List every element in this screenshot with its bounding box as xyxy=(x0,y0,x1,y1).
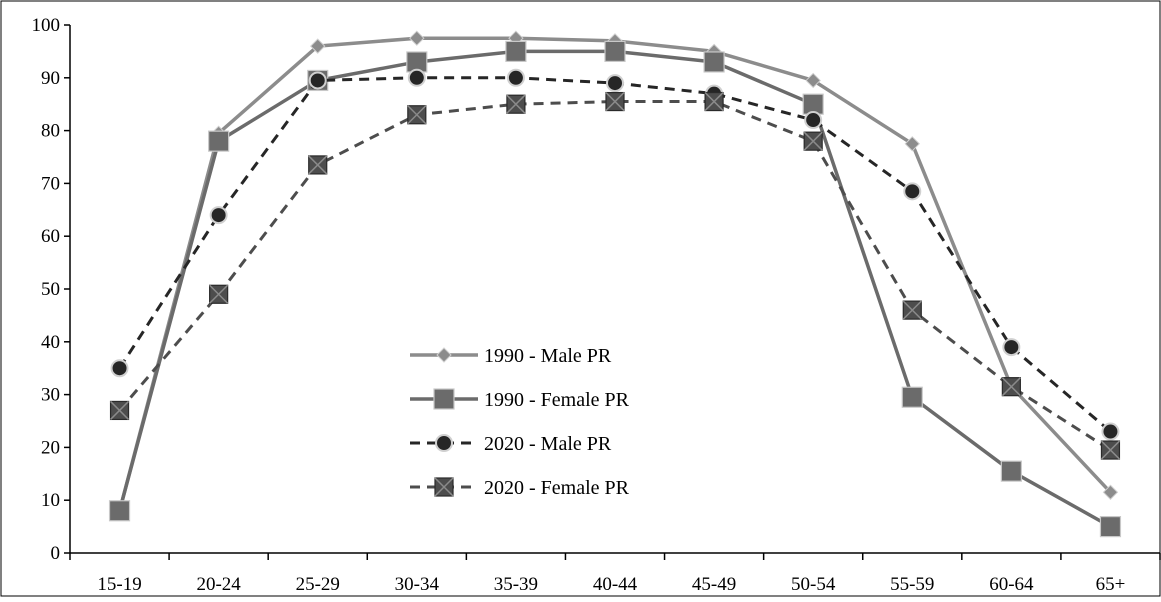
series-3 xyxy=(110,68,1120,441)
legend-entry: 2020 - Male PR xyxy=(410,433,612,455)
x-tick-label: 60-64 xyxy=(989,574,1034,595)
y-tick-label: 40 xyxy=(41,332,60,353)
legend-marker xyxy=(436,347,452,363)
data-point xyxy=(805,72,821,89)
data-point xyxy=(407,105,427,125)
legend-label: 1990 - Male PR xyxy=(484,345,612,367)
y-tick-label: 80 xyxy=(41,121,60,142)
data-point xyxy=(803,131,823,151)
y-tick-label: 30 xyxy=(41,385,60,406)
data-point xyxy=(1099,515,1122,538)
data-point xyxy=(110,359,129,378)
series-4 xyxy=(109,91,1121,460)
legend-marker xyxy=(433,388,455,410)
x-tick-label: 15-19 xyxy=(97,574,141,595)
x-tick-label: 20-24 xyxy=(196,574,241,595)
legend: 1990 - Male PR 1990 - Female PR 2020 - Mal… xyxy=(410,345,630,499)
y-tick-label: 100 xyxy=(32,15,61,36)
data-point xyxy=(606,74,624,93)
data-point xyxy=(409,30,425,46)
x-tick-label: 45-49 xyxy=(692,574,736,595)
y-tick-label: 60 xyxy=(41,226,60,247)
series-line xyxy=(117,49,1112,529)
data-point xyxy=(901,386,923,408)
data-point xyxy=(704,91,724,112)
legend-label: 1990 - Female PR xyxy=(484,389,630,411)
data-point xyxy=(1102,484,1119,500)
legend-marker xyxy=(434,477,454,497)
data-point xyxy=(208,130,230,152)
data-point xyxy=(605,91,625,112)
data-point xyxy=(407,68,426,87)
x-tick-label: 50-54 xyxy=(791,574,836,595)
data-point xyxy=(1000,460,1022,482)
data-point xyxy=(506,94,526,114)
x-tick-label: 25-29 xyxy=(296,574,340,595)
data-point xyxy=(1001,377,1021,397)
axes: 0 10 20 30 40 50 60 70 80 90 100 15-19 20-24 25-29 30-… xyxy=(32,15,1161,595)
y-tick-label: 0 xyxy=(51,543,61,564)
data-point xyxy=(308,71,327,90)
x-tick-label: 55-59 xyxy=(890,574,934,595)
data-point xyxy=(902,300,922,320)
legend-entry: 1990 - Female PR xyxy=(410,388,630,411)
legend-entry: 1990 - Male PR xyxy=(410,345,612,367)
y-tick-label: 90 xyxy=(41,68,60,89)
data-point xyxy=(804,111,823,130)
data-point xyxy=(904,136,920,152)
y-tick-label: 50 xyxy=(41,279,60,300)
y-tick-label: 20 xyxy=(41,437,60,458)
x-tick-label: 35-39 xyxy=(494,574,538,595)
data-point xyxy=(108,500,131,522)
y-tick-label: 10 xyxy=(41,490,60,511)
data-point xyxy=(209,206,228,225)
legend-entry: 2020 - Female PR xyxy=(410,477,630,499)
x-tick-label: 65+ xyxy=(1096,574,1126,595)
data-point xyxy=(604,40,626,63)
data-point xyxy=(310,38,326,54)
data-point xyxy=(1101,422,1120,441)
data-point xyxy=(703,51,725,73)
data-point xyxy=(506,68,525,87)
series-2 xyxy=(108,40,1122,538)
series-line xyxy=(118,100,1112,452)
data-point xyxy=(209,284,229,304)
series-layer xyxy=(108,30,1122,538)
legend-label: 2020 - Female PR xyxy=(484,477,630,499)
legend-label: 2020 - Male PR xyxy=(484,433,612,455)
data-point xyxy=(1002,338,1021,357)
x-tick-label: 40-44 xyxy=(593,574,638,595)
data-point xyxy=(903,182,922,201)
data-point xyxy=(1100,440,1121,460)
series-line xyxy=(118,76,1112,433)
y-tick-label: 70 xyxy=(41,173,60,194)
data-point xyxy=(109,400,130,421)
data-point xyxy=(505,40,527,63)
x-tick-label: 30-34 xyxy=(395,574,440,595)
data-point xyxy=(308,155,328,175)
legend-marker xyxy=(435,434,453,452)
